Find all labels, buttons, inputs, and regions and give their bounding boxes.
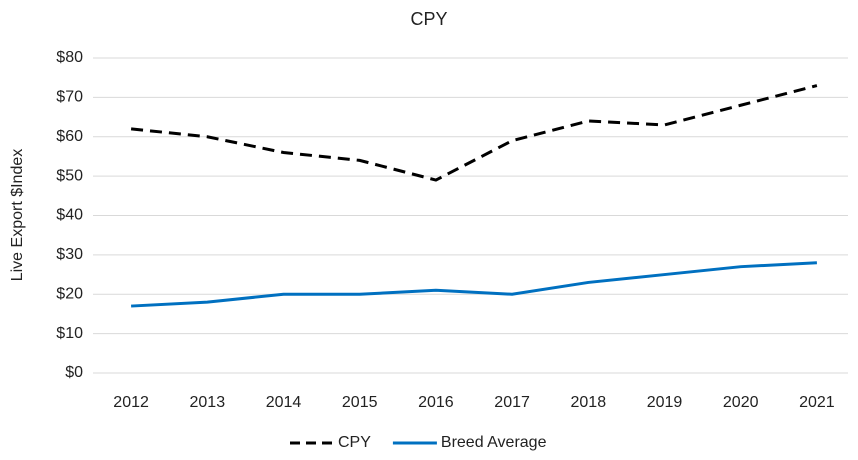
y-tick-label: $60 (56, 128, 83, 145)
x-tick-label: 2021 (799, 394, 835, 411)
y-tick-label: $80 (56, 49, 83, 66)
y-tick-label: $40 (56, 207, 83, 224)
series-line (131, 261, 817, 308)
series-line (130, 84, 818, 182)
x-tick-label: 2018 (571, 394, 607, 411)
legend-label: CPY (338, 434, 371, 451)
y-tick-label: $20 (56, 285, 83, 302)
x-tick-label: 2017 (494, 394, 530, 411)
x-tick-label: 2012 (113, 394, 149, 411)
y-tick-label: $0 (65, 364, 83, 381)
x-tick-label: 2016 (418, 394, 454, 411)
y-tick-label: $50 (56, 167, 83, 184)
chart-title: CPY (410, 9, 447, 29)
x-tick-label: 2014 (266, 394, 302, 411)
y-tick-label: $10 (56, 325, 83, 342)
x-tick-label: 2013 (190, 394, 226, 411)
legend-label: Breed Average (441, 434, 547, 451)
y-axis-label: Live Export $Index (9, 149, 26, 282)
y-tick-label: $30 (56, 246, 83, 263)
y-tick-label: $70 (56, 89, 83, 106)
x-tick-label: 2015 (342, 394, 378, 411)
x-tick-label: 2020 (723, 394, 759, 411)
x-tick-label: 2019 (647, 394, 683, 411)
